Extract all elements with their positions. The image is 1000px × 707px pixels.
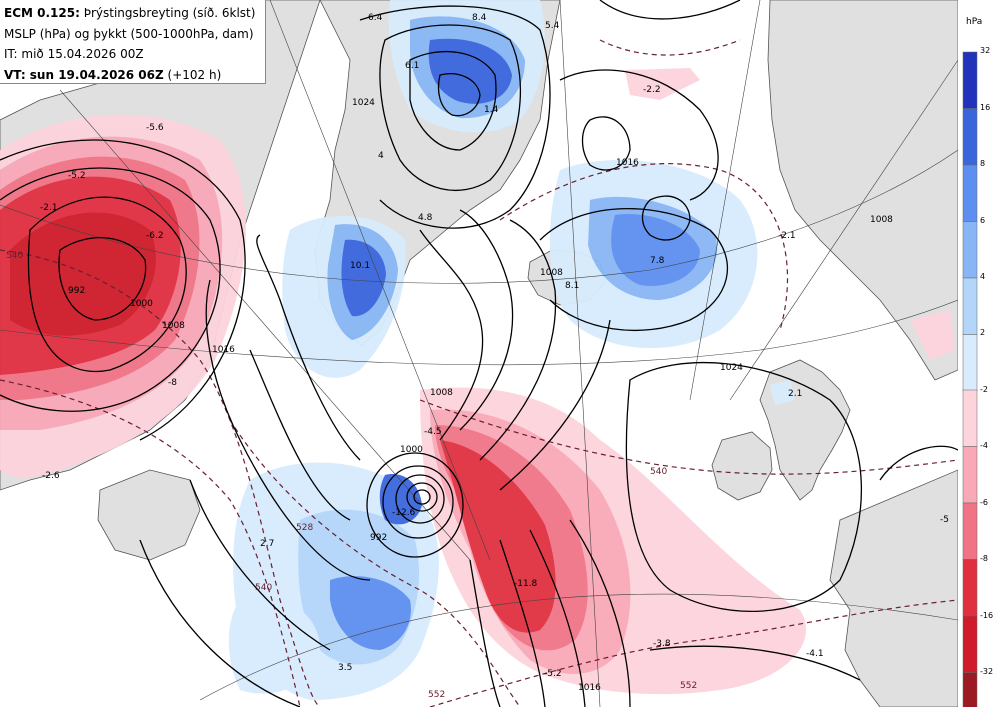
- pressure-change-value: 2.7: [260, 539, 274, 549]
- pressure-change-value: 10.1: [350, 261, 370, 271]
- legend-tick: 8: [980, 159, 986, 168]
- legend-tick: 2: [980, 328, 986, 337]
- legend-tick: -2: [980, 385, 988, 394]
- isobar-label: 1008: [430, 388, 453, 398]
- pressure-change-value: -11.8: [514, 579, 538, 589]
- isobar-label: 1008: [870, 215, 893, 225]
- newfoundland-land: [97, 469, 201, 561]
- legend-tick: 16: [980, 103, 991, 112]
- isobar-label: 1024: [352, 98, 375, 108]
- thickness-contours: [0, 39, 958, 707]
- isobar-label: 992: [68, 286, 85, 296]
- pressure-change-value: 4: [378, 151, 384, 161]
- lead-time: (+102 h): [167, 67, 222, 82]
- pressure-change-value: -2.1: [778, 231, 796, 241]
- legend-tick: -32: [980, 667, 994, 676]
- pressure-change-value: -5.6: [146, 123, 164, 133]
- legend-bars: [962, 51, 978, 707]
- pressure-change-value: -4.5: [424, 427, 442, 437]
- pressure-change-value: 2.1: [788, 389, 802, 399]
- pressure-change-value: -5.2: [68, 171, 86, 181]
- isobar-label: 1016: [616, 158, 639, 168]
- thickness-label: 528: [296, 523, 313, 533]
- pressure-change-value: -2.6: [42, 471, 60, 481]
- map-canvas: 992 1000 1008 1016 1024 1008 1000 992 10…: [0, 0, 958, 707]
- isobar-label: 1016: [212, 345, 235, 355]
- legend-swatch-negative: [962, 672, 978, 707]
- title-line-4: VT: sun 19.04.2026 06Z (+102 h): [4, 65, 265, 86]
- isobar-label: 1024: [720, 363, 743, 373]
- legend-swatch-negative: [962, 615, 978, 673]
- legend-swatch-negative: [962, 389, 978, 447]
- pressure-change-value: -5: [940, 515, 949, 525]
- graticule: [0, 0, 958, 707]
- pressure-change-value: 8.1: [565, 281, 579, 291]
- isobar-label: 1000: [400, 445, 423, 455]
- pressure-change-value: 4.8: [418, 213, 433, 223]
- isobar-label: 992: [370, 533, 387, 543]
- legend-swatch-positive: [962, 51, 978, 109]
- model-name: ECM 0.125:: [4, 6, 80, 20]
- thickness-label: 552: [428, 690, 445, 700]
- pressure-change-value: 7.8: [650, 256, 665, 266]
- legend-tick: 6: [980, 216, 986, 225]
- pressure-change-value: -2.2: [643, 85, 661, 95]
- pressure-change-value: 6.1: [405, 61, 419, 71]
- map-title-box: ECM 0.125: Þrýstingsbreyting (síð. 6klst…: [0, 0, 266, 84]
- isobar-label: 1008: [540, 268, 563, 278]
- pressure-change-value: 1.4: [484, 105, 499, 115]
- legend-tick: -4: [980, 441, 988, 450]
- legend-swatch-positive: [962, 164, 978, 222]
- pressure-change-value: -6.2: [146, 231, 164, 241]
- pressure-change-value: 5.4: [545, 21, 560, 31]
- title-line-2: MSLP (hPa) og þykkt (500-1000hPa, dam): [4, 26, 254, 41]
- pressure-change-value: -5.2: [544, 669, 562, 679]
- legend-tick: -8: [980, 554, 988, 563]
- legend-tick: -16: [980, 611, 994, 620]
- isobar-label: 1008: [162, 321, 185, 331]
- pressure-change-value: 8.4: [472, 13, 487, 23]
- legend-unit: hPa: [966, 17, 983, 27]
- weather-map: 992 1000 1008 1016 1024 1008 1000 992 10…: [0, 0, 958, 707]
- isobar-label: 1000: [130, 299, 153, 309]
- legend-tick: 32: [980, 46, 991, 55]
- thickness-label: 540: [6, 251, 23, 261]
- pressure-change-value: -2.1: [40, 203, 58, 213]
- thickness-label: 540: [650, 467, 667, 477]
- product-name: Þrýstingsbreyting (síð. 6klst): [83, 6, 256, 20]
- thickness-label: 552: [680, 681, 697, 691]
- europe-land: [829, 469, 958, 707]
- legend-tick: -6: [980, 498, 988, 507]
- legend-swatch-positive: [962, 221, 978, 279]
- color-legend: hPa 32 16 8 6 4 2 -2 -4 -6 -8 -16 -32: [958, 0, 1000, 707]
- pressure-change-value: -3.8: [653, 639, 671, 649]
- legend-swatch-positive: [962, 108, 978, 166]
- legend-swatch-positive: [962, 334, 978, 392]
- legend-swatch-negative: [962, 446, 978, 504]
- legend-tick: 4: [980, 272, 986, 281]
- legend-swatch-negative: [962, 502, 978, 560]
- pressure-change-value: -12.6: [392, 508, 416, 518]
- title-line-1: ECM 0.125: Þrýstingsbreyting (síð. 6klst…: [4, 3, 265, 24]
- valid-time: VT: sun 19.04.2026 06Z: [4, 67, 164, 82]
- legend-swatch-positive: [962, 277, 978, 335]
- thickness-label: 540: [255, 583, 272, 593]
- title-line-3: IT: mið 15.04.2026 00Z: [4, 47, 144, 61]
- isobars: [0, 0, 958, 707]
- pressure-change-value: -8: [168, 378, 177, 388]
- isobar-labels: 992 1000 1008 1016 1024 1008 1000 992 10…: [68, 98, 893, 693]
- thickness-labels: 540 528 540 552 540 552: [6, 251, 697, 700]
- scandinavia-land: [767, 0, 958, 381]
- ireland-land: [711, 431, 773, 501]
- isobar-label: 1016: [578, 683, 601, 693]
- pressure-change-value: -4.1: [806, 649, 824, 659]
- pressure-change-value: 3.5: [338, 663, 352, 673]
- legend-swatch-negative: [962, 559, 978, 617]
- value-labels: -2.1 -6.2 -5.6 -5.2 -2.6 -8 6.4 6.1 5.4 …: [40, 13, 949, 679]
- pressure-change-value: 6.4: [368, 13, 383, 23]
